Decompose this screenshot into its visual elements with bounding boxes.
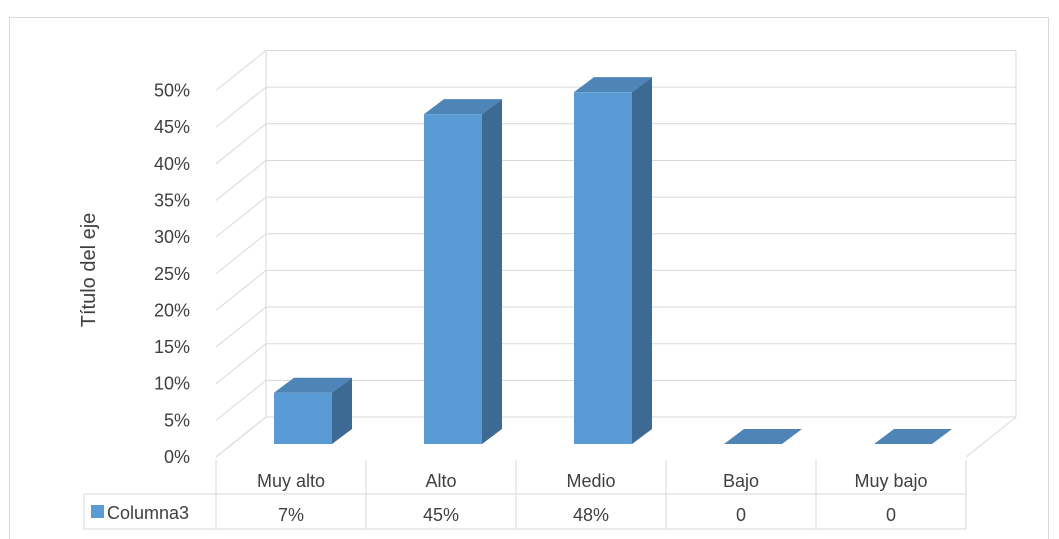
bar-medio bbox=[574, 77, 652, 444]
bar-side bbox=[332, 377, 352, 444]
gridline-diagonal bbox=[215, 233, 267, 275]
gridline-diagonal bbox=[215, 306, 267, 348]
gridline-diagonal bbox=[215, 86, 267, 128]
bar-top bbox=[274, 377, 352, 393]
y-tick-label: 25% bbox=[154, 264, 190, 284]
chart-frame bbox=[9, 17, 1049, 539]
y-tick-label: 20% bbox=[154, 300, 190, 320]
bar-top bbox=[874, 429, 952, 444]
bar-top bbox=[424, 99, 502, 115]
y-tick-label: 35% bbox=[154, 190, 190, 210]
bar-muy-bajo bbox=[874, 429, 952, 444]
y-tick-label: 0% bbox=[164, 447, 190, 467]
y-tick-label: 40% bbox=[154, 154, 190, 174]
y-tick-label: 5% bbox=[164, 410, 190, 430]
data-table-value: 7% bbox=[278, 505, 304, 525]
bars bbox=[274, 77, 952, 445]
data-table-value: 0 bbox=[886, 505, 896, 525]
gridline-diagonal bbox=[215, 379, 267, 421]
bar-side bbox=[482, 99, 502, 445]
y-axis-ticks: 0% 5% 10% 15% 20% 25% 30% 35% 40% 45% 50% bbox=[154, 81, 190, 468]
y-axis-title: Título del eje bbox=[78, 213, 100, 328]
bar-front bbox=[274, 392, 332, 444]
floor-left-edge bbox=[215, 416, 267, 458]
floor-right-edge bbox=[965, 416, 1017, 458]
legend-label: Columna3 bbox=[107, 503, 189, 523]
data-table-value: 48% bbox=[573, 505, 609, 525]
x-category-label: Alto bbox=[425, 471, 456, 491]
bar-muy-alto bbox=[274, 377, 352, 444]
y-tick-label: 15% bbox=[154, 337, 190, 357]
y-tick-label: 30% bbox=[154, 227, 190, 247]
gridline-diagonal bbox=[215, 343, 267, 385]
gridline-diagonal bbox=[215, 50, 267, 91]
gridline-diagonal bbox=[215, 270, 267, 311]
bar-front bbox=[424, 114, 482, 445]
y-tick-label: 45% bbox=[154, 117, 190, 137]
data-table-value: 45% bbox=[423, 505, 459, 525]
x-category-label: Medio bbox=[566, 471, 615, 491]
bar-top bbox=[574, 77, 652, 93]
data-table-value: 0 bbox=[736, 505, 746, 525]
gridline-diagonal bbox=[215, 123, 267, 165]
gridline-diagonal bbox=[215, 196, 267, 238]
y-tick-label: 10% bbox=[154, 374, 190, 394]
bar-side bbox=[632, 77, 652, 444]
bar-top bbox=[724, 429, 802, 444]
bar-front bbox=[574, 92, 632, 444]
bar-bajo bbox=[724, 429, 802, 444]
bar-alto bbox=[424, 99, 502, 445]
x-category-label: Muy bajo bbox=[854, 471, 927, 491]
legend-swatch bbox=[91, 505, 104, 518]
data-table: Muy alto 7% Alto 45% Medio 48% Bajo 0 Muy bajo 0 C… bbox=[83, 460, 967, 530]
x-category-label: Bajo bbox=[723, 471, 759, 491]
x-category-label: Muy alto bbox=[257, 471, 325, 491]
gridline-diagonal bbox=[215, 160, 267, 201]
y-tick-label: 50% bbox=[154, 81, 190, 101]
